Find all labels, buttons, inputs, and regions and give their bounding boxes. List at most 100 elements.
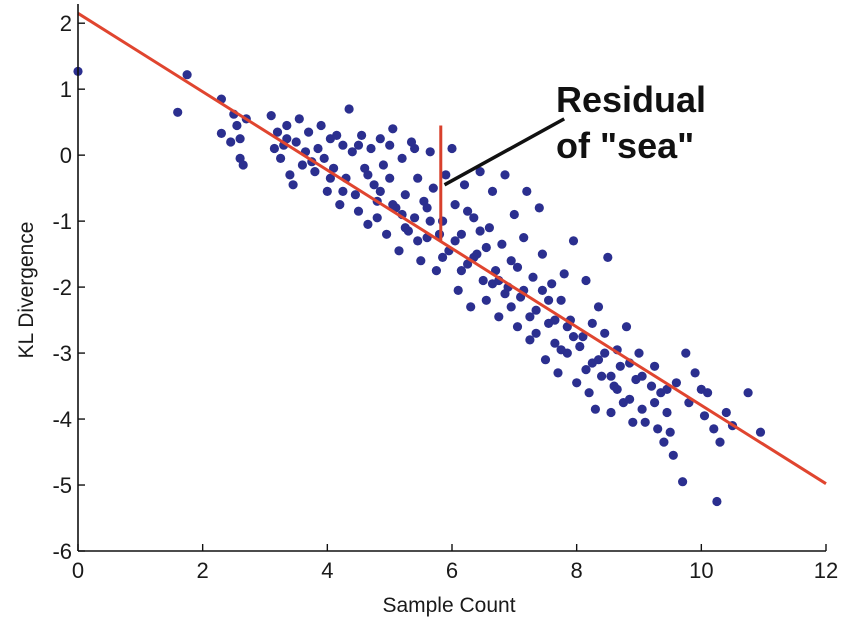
data-point xyxy=(375,134,385,144)
data-point xyxy=(238,160,248,170)
data-point xyxy=(481,295,491,305)
x-tick-label: 10 xyxy=(689,558,713,583)
annotation: Residual of "sea" xyxy=(443,79,706,187)
data-point xyxy=(653,424,663,434)
data-point xyxy=(235,134,245,144)
data-point xyxy=(637,404,647,414)
x-tick-label: 0 xyxy=(72,558,84,583)
data-point xyxy=(332,130,342,140)
data-point xyxy=(646,381,657,391)
data-point xyxy=(556,295,566,305)
data-point xyxy=(568,236,579,246)
data-point xyxy=(525,312,535,322)
y-axis-title: KL Divergence xyxy=(15,222,38,359)
data-point xyxy=(540,355,551,365)
data-point xyxy=(388,200,398,210)
data-point xyxy=(316,120,326,131)
data-point xyxy=(559,269,569,279)
data-point xyxy=(475,226,485,236)
data-point xyxy=(272,127,283,137)
y-tick-label: -2 xyxy=(52,275,72,300)
data-point xyxy=(522,186,532,196)
data-point xyxy=(712,496,722,507)
y-tick-label: -5 xyxy=(52,473,72,498)
data-point xyxy=(587,318,597,328)
data-point xyxy=(410,143,420,154)
data-point xyxy=(606,371,616,381)
data-point xyxy=(353,140,364,150)
x-tick-label: 6 xyxy=(446,558,458,583)
data-point xyxy=(344,104,354,114)
data-point xyxy=(357,130,367,140)
data-point xyxy=(431,266,441,276)
data-point xyxy=(304,127,314,137)
y-tick-label: 0 xyxy=(60,143,72,168)
x-tick-label: 8 xyxy=(571,558,583,583)
data-point xyxy=(372,213,382,223)
data-point xyxy=(310,167,320,177)
data-point xyxy=(506,302,516,312)
data-point xyxy=(338,186,348,196)
data-point xyxy=(531,328,541,338)
data-point xyxy=(269,143,279,154)
data-point xyxy=(662,384,672,394)
data-point xyxy=(494,312,504,322)
data-point xyxy=(640,417,650,427)
data-point xyxy=(266,111,276,121)
data-point xyxy=(581,365,591,375)
data-point xyxy=(575,341,585,352)
data-point xyxy=(606,407,616,418)
data-point xyxy=(615,361,625,371)
data-point xyxy=(603,252,613,262)
y-tick-label: -4 xyxy=(52,407,72,432)
data-point xyxy=(463,206,473,216)
data-point xyxy=(288,180,298,190)
y-tick-label: -3 xyxy=(52,341,72,366)
data-point xyxy=(394,246,404,256)
data-point xyxy=(282,120,292,131)
data-point xyxy=(428,183,438,193)
data-point xyxy=(500,170,510,180)
data-point xyxy=(400,190,410,200)
data-point xyxy=(397,153,407,163)
data-point xyxy=(547,279,557,289)
data-point xyxy=(338,140,348,150)
data-point xyxy=(319,153,329,163)
data-point xyxy=(353,206,364,216)
data-point xyxy=(600,328,610,338)
data-point xyxy=(668,450,678,460)
y-tick-label: -1 xyxy=(52,209,72,234)
data-point xyxy=(509,209,519,220)
data-point xyxy=(755,427,766,437)
data-point xyxy=(294,114,304,124)
data-point xyxy=(597,371,607,381)
y-tick-label: 2 xyxy=(60,11,72,36)
data-point xyxy=(466,302,476,312)
data-point xyxy=(584,388,594,398)
data-point xyxy=(487,186,498,196)
data-point xyxy=(600,348,610,358)
data-point xyxy=(556,345,566,355)
data-point xyxy=(634,348,644,358)
data-point xyxy=(572,378,582,388)
data-point xyxy=(590,404,601,414)
data-point xyxy=(313,143,323,154)
data-point xyxy=(453,285,463,295)
data-point xyxy=(232,120,242,131)
data-point xyxy=(671,378,682,388)
data-point xyxy=(578,332,588,342)
data-point xyxy=(226,137,236,147)
data-point xyxy=(425,147,435,157)
data-point xyxy=(709,424,719,434)
data-point xyxy=(568,332,579,342)
data-point xyxy=(375,186,385,196)
plot-marks xyxy=(73,12,827,507)
data-point xyxy=(282,134,292,144)
data-point xyxy=(276,153,286,163)
data-point xyxy=(469,213,479,223)
data-point xyxy=(350,190,360,200)
data-point xyxy=(297,160,307,170)
data-point xyxy=(497,239,507,249)
x-tick-label: 12 xyxy=(814,558,838,583)
